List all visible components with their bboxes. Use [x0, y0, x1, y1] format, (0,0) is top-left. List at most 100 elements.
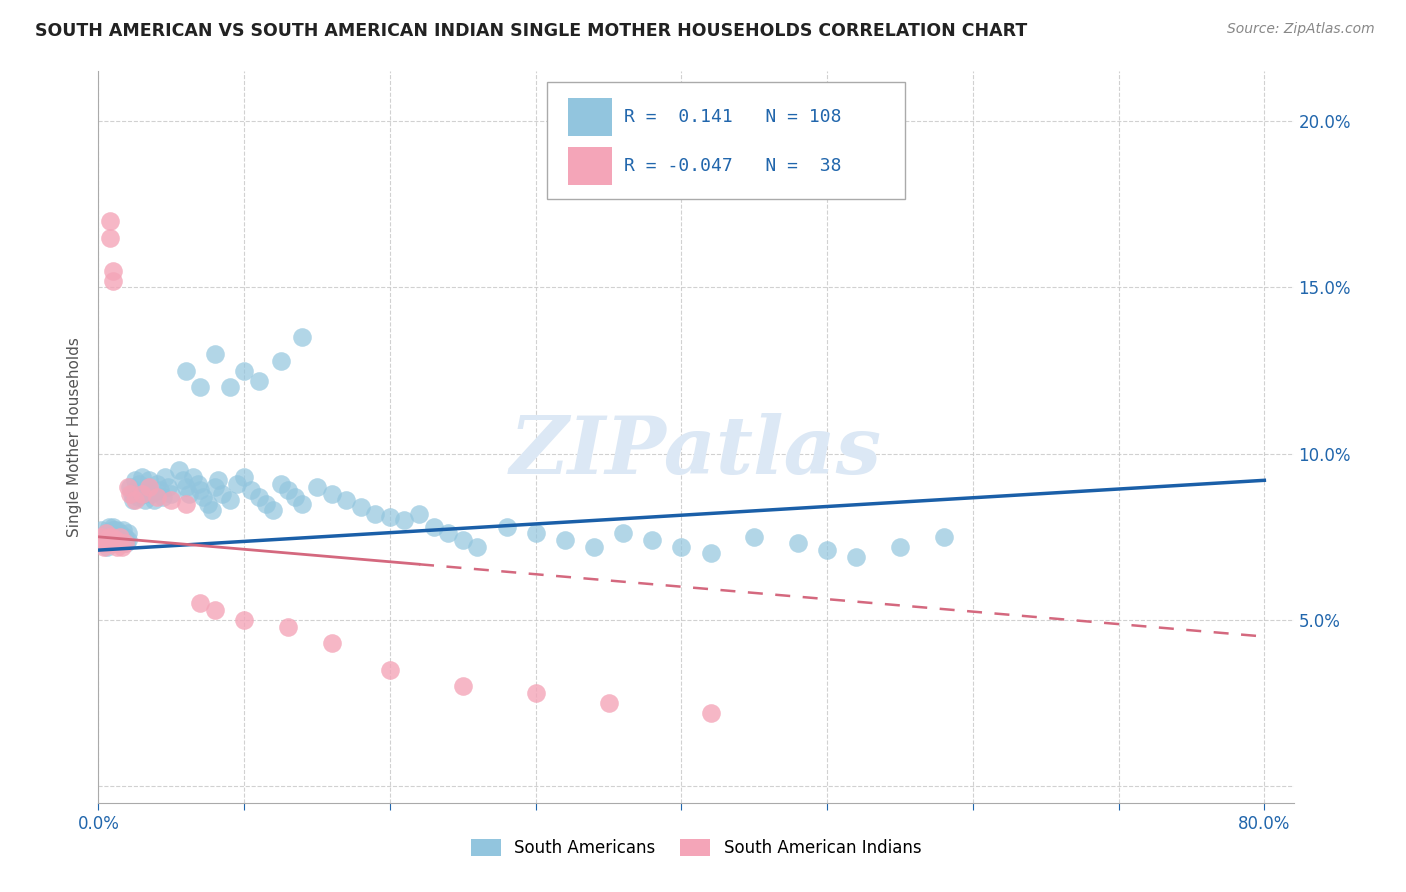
Point — [114, 530, 136, 544]
Point — [240, 483, 263, 498]
Point — [378, 663, 401, 677]
Point — [94, 526, 117, 541]
Point — [582, 540, 605, 554]
Point — [105, 540, 128, 554]
Point — [233, 363, 256, 377]
Point — [98, 536, 121, 550]
Point — [177, 486, 200, 500]
Text: R = -0.047   N =  38: R = -0.047 N = 38 — [624, 157, 842, 175]
Point — [138, 480, 160, 494]
FancyBboxPatch shape — [568, 98, 613, 136]
Point — [93, 540, 115, 554]
Point — [699, 706, 721, 720]
Point — [108, 530, 131, 544]
Text: Source: ZipAtlas.com: Source: ZipAtlas.com — [1227, 22, 1375, 37]
Point — [554, 533, 576, 548]
Point — [364, 507, 387, 521]
Point — [100, 536, 122, 550]
Point — [225, 476, 247, 491]
Point — [277, 483, 299, 498]
Point — [136, 480, 159, 494]
Point — [111, 533, 134, 548]
Point — [120, 486, 142, 500]
Point — [145, 476, 167, 491]
Point — [218, 380, 240, 394]
Point — [93, 536, 115, 550]
Point — [204, 480, 226, 494]
Point — [128, 476, 150, 491]
Point — [437, 526, 460, 541]
Text: R =  0.141   N = 108: R = 0.141 N = 108 — [624, 108, 842, 126]
Point — [160, 493, 183, 508]
Point — [641, 533, 664, 548]
FancyBboxPatch shape — [547, 82, 905, 200]
Point — [103, 523, 125, 537]
Point — [96, 536, 118, 550]
Point — [671, 540, 693, 554]
Point — [97, 530, 120, 544]
Point — [742, 530, 765, 544]
Point — [211, 486, 233, 500]
Point — [350, 500, 373, 514]
Y-axis label: Single Mother Households: Single Mother Households — [67, 337, 83, 537]
Point — [467, 540, 489, 554]
Point — [94, 533, 117, 548]
Point — [114, 536, 136, 550]
Point — [190, 483, 212, 498]
Point — [124, 473, 146, 487]
Point — [262, 503, 284, 517]
Point — [787, 536, 810, 550]
Point — [291, 330, 314, 344]
Point — [612, 526, 634, 541]
Point — [598, 696, 620, 710]
Point — [101, 274, 124, 288]
Point — [117, 526, 139, 541]
Point — [270, 476, 292, 491]
Point — [197, 497, 219, 511]
Point — [98, 214, 121, 228]
Point — [451, 680, 474, 694]
Point — [201, 503, 224, 517]
Point — [699, 546, 721, 560]
Point — [155, 470, 177, 484]
Point — [233, 613, 256, 627]
Point — [495, 520, 517, 534]
Point — [134, 493, 156, 508]
Legend: South Americans, South American Indians: South Americans, South American Indians — [464, 832, 928, 864]
Point — [142, 493, 165, 508]
Point — [110, 530, 132, 544]
Point — [321, 636, 343, 650]
Point — [174, 497, 197, 511]
Point — [284, 490, 307, 504]
Point — [270, 353, 292, 368]
Point — [815, 543, 838, 558]
Point — [889, 540, 911, 554]
Point — [394, 513, 416, 527]
Point — [100, 530, 122, 544]
FancyBboxPatch shape — [568, 146, 613, 185]
Point — [160, 486, 183, 500]
Point — [174, 363, 197, 377]
Point — [157, 480, 180, 494]
Point — [103, 533, 125, 548]
Point — [104, 536, 127, 550]
Text: SOUTH AMERICAN VS SOUTH AMERICAN INDIAN SINGLE MOTHER HOUSEHOLDS CORRELATION CHA: SOUTH AMERICAN VS SOUTH AMERICAN INDIAN … — [35, 22, 1028, 40]
Point — [111, 540, 134, 554]
Point — [254, 497, 277, 511]
Point — [100, 533, 122, 548]
Point — [115, 536, 138, 550]
Point — [101, 530, 124, 544]
Point — [207, 473, 229, 487]
Point — [204, 347, 226, 361]
Point — [451, 533, 474, 548]
Point — [91, 530, 114, 544]
Point — [145, 490, 167, 504]
Point — [139, 486, 162, 500]
Point — [138, 473, 160, 487]
Point — [335, 493, 357, 508]
Point — [112, 523, 135, 537]
Point — [149, 483, 172, 498]
Point — [932, 530, 955, 544]
Point — [120, 480, 142, 494]
Point — [132, 486, 155, 500]
